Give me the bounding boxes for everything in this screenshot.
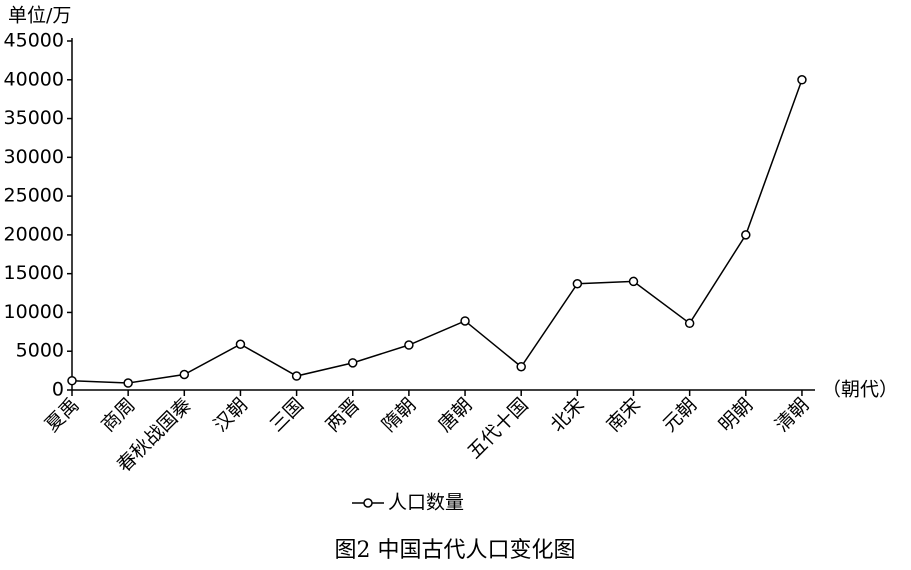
y-tick-label: 20000 xyxy=(4,223,64,245)
data-point xyxy=(123,378,133,388)
chart-title: 图2 中国古代人口变化图 xyxy=(335,538,576,563)
y-tick-label: 0 xyxy=(52,379,64,401)
data-point xyxy=(628,276,639,287)
data-point xyxy=(404,340,414,350)
data-point xyxy=(741,230,751,240)
x-tick-label: 南宋 xyxy=(602,394,644,436)
x-tick-label: 两晋 xyxy=(322,394,364,436)
x-tick-label: 明朝 xyxy=(715,394,757,436)
data-point xyxy=(460,316,470,326)
x-tick-label: 三国 xyxy=(266,394,308,436)
data-line xyxy=(71,79,803,384)
data-point xyxy=(291,371,302,381)
x-tick-label: 清朝 xyxy=(771,394,813,436)
y-tick-label: 40000 xyxy=(4,68,64,90)
data-point xyxy=(684,318,695,329)
x-tick-label: 夏禹 xyxy=(41,394,83,436)
data-point xyxy=(516,361,526,372)
y-tick-label: 10000 xyxy=(4,301,64,323)
y-tick-label: 30000 xyxy=(4,146,64,168)
data-point xyxy=(67,375,77,386)
x-tick-label: 隋朝 xyxy=(378,394,420,436)
legend-marker xyxy=(363,498,373,508)
legend-label: 人口数量 xyxy=(388,492,464,514)
data-point xyxy=(572,278,583,289)
data-point xyxy=(179,369,190,380)
x-tick-label: 唐朝 xyxy=(434,394,476,436)
x-tick-label: 北宋 xyxy=(546,394,588,436)
y-tick-label: 45000 xyxy=(4,30,64,52)
y-tick-label: 25000 xyxy=(4,185,64,207)
data-point xyxy=(348,358,358,368)
x-tick-label: 商周 xyxy=(97,394,139,436)
y-axis-label: 单位/万 xyxy=(8,5,71,27)
x-tick-label: 元朝 xyxy=(659,394,701,436)
y-tick-label: 5000 xyxy=(16,340,64,362)
data-point xyxy=(235,339,246,349)
y-tick-label: 15000 xyxy=(4,262,64,284)
x-axis-label: （朝代） xyxy=(822,379,898,401)
x-tick-label: 汉朝 xyxy=(209,394,251,436)
x-tick-label: 五代十国 xyxy=(463,394,532,463)
data-point xyxy=(797,75,807,85)
y-tick-label: 35000 xyxy=(4,107,64,129)
